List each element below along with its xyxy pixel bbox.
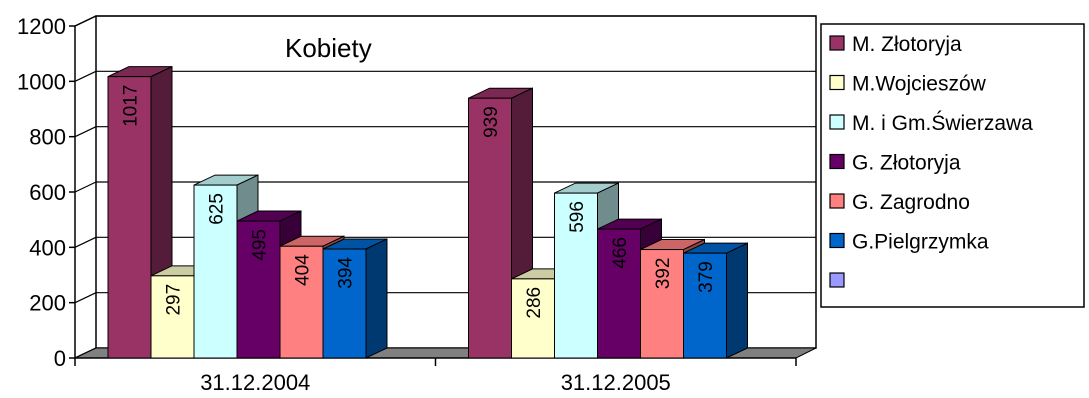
y-tick-label: 800 [29, 125, 66, 150]
legend-swatch [830, 36, 844, 50]
y-tick-label: 400 [29, 235, 66, 260]
x-tick-label: 31.12.2004 [200, 370, 310, 395]
y-tick-label: 1000 [17, 69, 66, 94]
bar-side [366, 239, 387, 358]
data-label: 394 [336, 257, 357, 289]
data-label: 286 [524, 287, 545, 319]
legend-label: M. i Gm.Świerzawa [852, 111, 1033, 135]
data-label: 939 [481, 106, 502, 138]
legend-swatch [830, 155, 844, 169]
gridline-side [75, 71, 96, 81]
y-tick-label: 0 [54, 346, 66, 371]
data-label: 392 [653, 258, 674, 290]
y-tick-label: 1200 [17, 14, 66, 39]
data-label: 466 [610, 237, 631, 269]
legend-label: M.Wojcieszów [852, 73, 987, 96]
bar [684, 243, 748, 358]
legend-label: G.Pielgrzymka [852, 231, 989, 254]
data-label: 495 [250, 229, 271, 261]
data-label: 596 [567, 201, 588, 233]
data-label: 297 [164, 284, 185, 316]
legend-label: G. Zagrodno [852, 191, 970, 214]
legend-label: M. Złotoryja [852, 33, 962, 56]
gridline-side [75, 237, 96, 247]
chart-title: Kobiety [285, 33, 372, 63]
bar [323, 239, 387, 358]
data-label: 1017 [121, 85, 142, 127]
legend: M. Złotoryja M.Wojcieszów M. i Gm.Świerzaw… [821, 24, 1084, 307]
data-label: 379 [696, 261, 717, 293]
x-tick-label: 31.12.2005 [561, 370, 671, 395]
legend-swatch [830, 273, 844, 287]
gridline-side [75, 182, 96, 192]
gridline-side [75, 16, 96, 26]
legend-swatch [830, 194, 844, 208]
y-tick-label: 600 [29, 180, 66, 205]
legend-swatch [830, 234, 844, 248]
y-tick-label: 200 [29, 291, 66, 316]
data-label: 404 [293, 254, 314, 286]
legend-swatch [830, 76, 844, 90]
data-label: 625 [207, 193, 228, 225]
gridline-side [75, 127, 96, 137]
legend-label: G. Złotoryja [852, 152, 961, 175]
legend-swatch [830, 115, 844, 129]
bar-side [727, 243, 748, 358]
gridline-side [75, 293, 96, 303]
